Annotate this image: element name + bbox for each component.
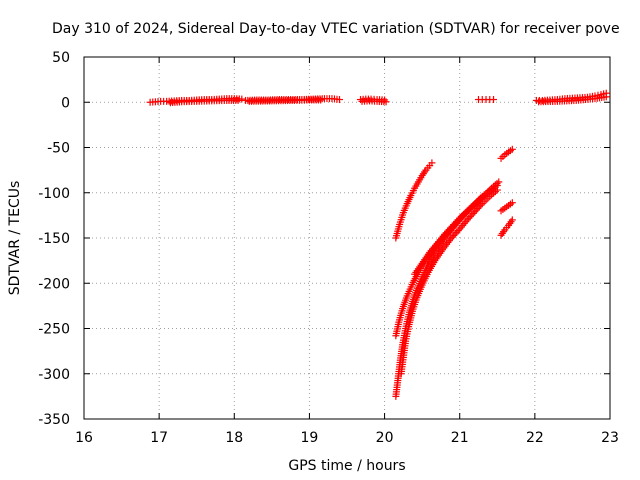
data-point <box>451 219 459 227</box>
data-point <box>453 228 461 236</box>
y-tick-label: -300 <box>38 367 70 383</box>
data-point <box>477 201 485 209</box>
x-tick-label: 22 <box>526 430 544 446</box>
x-tick-label: 16 <box>75 430 93 446</box>
data-point <box>466 213 474 221</box>
x-tick-label: 18 <box>225 430 243 446</box>
data-point <box>450 221 458 229</box>
data-point <box>602 93 610 101</box>
x-tick-label: 17 <box>150 430 168 446</box>
data-point <box>468 211 476 219</box>
data-point <box>447 224 455 232</box>
data-point <box>453 217 461 225</box>
x-tick-label: 19 <box>301 430 319 446</box>
data-point <box>444 227 452 235</box>
data-points <box>146 89 610 400</box>
data-point <box>451 230 459 238</box>
x-tick-label: 21 <box>451 430 469 446</box>
data-point <box>454 216 462 224</box>
data-point <box>463 216 471 224</box>
data-point <box>445 225 453 233</box>
data-point <box>450 232 458 240</box>
data-point <box>382 98 390 106</box>
data-point <box>441 230 449 238</box>
data-point <box>465 214 473 222</box>
data-point <box>508 199 516 207</box>
y-tick-label: -100 <box>38 186 70 202</box>
data-point <box>508 145 516 153</box>
data-point <box>490 96 498 104</box>
chart-title: Day 310 of 2024, Sidereal Day-to-day VTE… <box>52 21 620 37</box>
x-tick-label: 20 <box>376 430 394 446</box>
data-point <box>475 203 483 211</box>
data-point <box>428 159 436 167</box>
y-tick-label: -250 <box>38 322 70 338</box>
data-point <box>493 186 501 194</box>
data-point <box>454 227 462 235</box>
data-point <box>495 178 503 186</box>
y-tick-label: 50 <box>52 50 70 66</box>
y-tick-label: -150 <box>38 231 70 247</box>
data-point <box>508 216 516 224</box>
data-point <box>335 96 343 104</box>
data-point <box>471 208 479 216</box>
x-tick-label: 23 <box>601 430 619 446</box>
data-point <box>447 235 455 243</box>
data-point <box>474 204 482 212</box>
x-axis-label: GPS time / hours <box>288 458 405 474</box>
x-axis-ticks: 16 17 18 19 20 21 22 23 <box>75 57 619 446</box>
data-point <box>487 185 495 193</box>
y-tick-label: -350 <box>38 412 70 428</box>
data-point <box>448 222 456 230</box>
y-tick-label: 0 <box>61 95 70 111</box>
data-point <box>317 96 325 104</box>
data-point <box>448 233 456 241</box>
data-point <box>442 229 450 237</box>
y-axis-label: SDTVAR / TECUs <box>7 181 23 296</box>
y-tick-label: -200 <box>38 276 70 292</box>
y-axis-ticks: 50 0 -50 -100 -150 -200 -250 -300 -350 <box>38 50 610 428</box>
grid-lines <box>84 57 610 419</box>
data-point <box>238 95 246 103</box>
plot-frame <box>83 56 611 420</box>
data-point <box>234 96 242 104</box>
data-point <box>469 209 477 217</box>
y-tick-label: -50 <box>47 141 70 157</box>
data-point <box>472 206 480 214</box>
